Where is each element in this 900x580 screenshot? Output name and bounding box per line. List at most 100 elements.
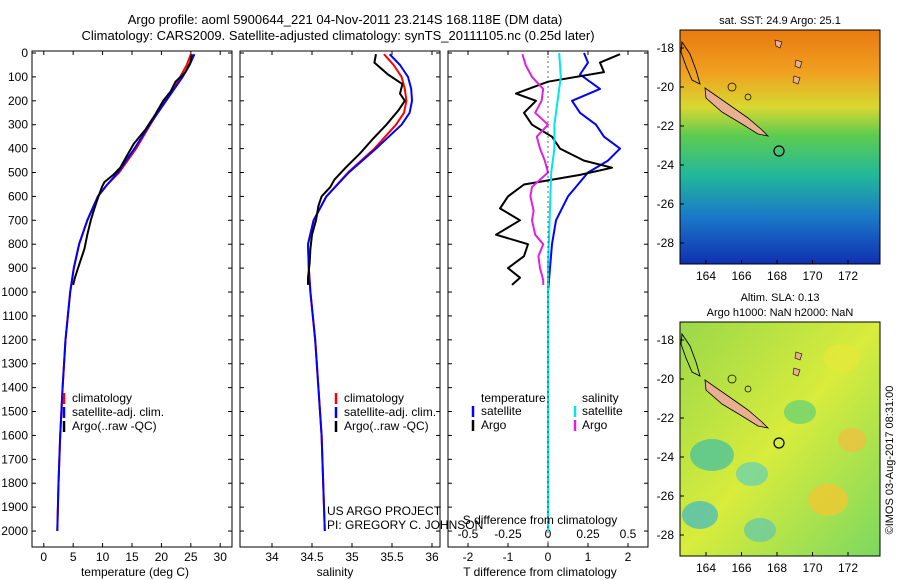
legend-label-argo: Argo(..raw -QC)	[344, 419, 429, 433]
loyalty-island	[744, 93, 752, 101]
sla-anomaly-blob	[808, 484, 848, 516]
depth-tick-label: 300	[8, 118, 28, 132]
depth-tick-label: 1900	[1, 500, 28, 514]
series-line-climatology	[56, 53, 192, 532]
depth-tick-labels: 0 100 200 300 400 500 600 700 800 900 1000 1100 1200…	[1, 46, 648, 538]
island-small	[794, 59, 803, 69]
argo-float-location-marker	[773, 145, 785, 157]
salinity-x-tick-label: 35.5	[380, 550, 404, 564]
map-lat-tick-label: -18	[657, 333, 675, 347]
difference-legend: temperature salinity satellite Argo sate…	[471, 391, 623, 432]
depth-tick-label: 2000	[1, 524, 28, 538]
salinity-series	[307, 53, 413, 532]
map-lon-tick-label: 168	[767, 561, 787, 575]
depth-tick-label: 1000	[1, 285, 28, 299]
map-lat-tick-label: -22	[657, 119, 675, 133]
depth-tick-label: 500	[8, 166, 28, 180]
sst-map-title: sat. SST: 24.9 Argo: 25.1	[719, 15, 841, 27]
depth-tick-label: 200	[8, 94, 28, 108]
loyalty-island	[744, 385, 752, 393]
map-lat-tick-label: -26	[657, 197, 675, 211]
map-lat-tick-label: -28	[657, 236, 675, 250]
map-lon-tick-label: 170	[802, 269, 822, 283]
map-lat-tick-label: -26	[657, 489, 675, 503]
legend-label-satellite: satellite-adj. clim.	[72, 405, 164, 419]
salinity-x-ticks: 34 34.5 35 35.5 36	[265, 51, 439, 564]
series-line-argo-raw-qc	[307, 54, 406, 285]
s-difference-x-tick-label: 0	[545, 527, 552, 541]
salinity-legend: climatology satellite-adj. clim. Argo(..…	[327, 391, 483, 532]
depth-tick-label: 1500	[1, 405, 28, 419]
sla-map-blobs	[680, 332, 866, 542]
loyalty-island	[727, 374, 737, 384]
depth-tick-label: 1600	[1, 428, 28, 442]
salinity-x-tick-label: 36	[425, 550, 439, 564]
salinity-xlabel: salinity	[317, 565, 354, 579]
map-lon-tick-label: 164	[696, 561, 716, 575]
map-lat-tick-label: -24	[657, 158, 675, 172]
sla-anomaly-blob	[690, 439, 734, 471]
legend-title-salinity: salinity	[582, 391, 619, 405]
sla-map-title: Altim. SLA: 0.13	[741, 292, 820, 304]
header-line1: Argo profile: aoml 5900644_221 04-Nov-20…	[128, 12, 563, 27]
legend-label-satellite: satellite-adj. clim.	[344, 405, 436, 419]
t-difference-x-tick-label: -1	[503, 550, 514, 564]
map-lon-tick-label: 172	[838, 561, 858, 575]
series-line-temperature-satellite	[547, 52, 621, 531]
temperature-x-tick-label: 0	[40, 550, 47, 564]
temperature-legend: climatology satellite-adj. clim. Argo(..…	[62, 391, 164, 433]
map-lat-tick-label: -22	[657, 411, 675, 425]
map-lon-tick-label: 166	[731, 561, 751, 575]
argo-float-location-marker	[773, 437, 785, 449]
island-small	[792, 367, 801, 377]
legend-label-climatology: climatology	[344, 391, 404, 405]
reef-outline	[680, 40, 701, 85]
sla-anomaly-blob	[744, 518, 776, 542]
salinity-panel-frame	[239, 50, 441, 548]
s-difference-x-tick-label: -0.25	[494, 527, 522, 541]
temperature-x-tick-label: 10	[96, 550, 110, 564]
sst-map-frame	[679, 29, 881, 265]
series-line-satellite-adj-clim	[56, 53, 196, 532]
salinity-x-tick-label: 35	[345, 550, 359, 564]
temperature-panel-frame	[31, 50, 233, 548]
sla-map: Altim. SLA: 0.13 Argo h1000: NaN h2000: …	[657, 292, 881, 575]
sla-anomaly-blob	[824, 344, 860, 372]
credit-pi: PI: GREGORY C. JOHNSON	[327, 518, 483, 532]
temperature-x-tick-label: 25	[184, 550, 198, 564]
t-difference-x-tick-label: -2	[463, 550, 474, 564]
sst-map-ticks: -18 -20 -22 -24 -26 -28 164 166 168 170 172	[657, 41, 859, 283]
depth-tick-label: 400	[8, 142, 28, 156]
depth-tick-label: 1400	[1, 381, 28, 395]
legend-label-temp-satellite: satellite	[481, 404, 522, 418]
map-lon-tick-label: 168	[767, 269, 787, 283]
sla-anomaly-blob	[784, 400, 816, 424]
sla-anomaly-blob	[736, 462, 768, 486]
depth-tick-label: 600	[8, 189, 28, 203]
temperature-xlabel: temperature (deg C)	[81, 565, 189, 579]
series-line-satellite-adj-clim	[307, 53, 413, 532]
map-lon-tick-label: 164	[696, 269, 716, 283]
credit-project: US ARGO PROJECT	[327, 504, 442, 518]
legend-label-sal-argo: Argo	[582, 418, 608, 432]
map-lon-tick-label: 170	[802, 561, 822, 575]
temperature-series	[56, 53, 196, 532]
map-lat-tick-label: -28	[657, 528, 675, 542]
depth-tick-label: 0	[21, 46, 28, 60]
legend-label-climatology: climatology	[72, 391, 132, 405]
loyalty-island	[727, 82, 737, 92]
island-small	[794, 351, 803, 361]
depth-tick-label: 800	[8, 237, 28, 251]
legend-label-argo: Argo(..raw -QC)	[72, 419, 157, 433]
sla-map-ticks: -18 -20 -22 -24 -26 -28 164 166 168 170 172	[657, 333, 859, 575]
temperature-x-tick-label: 20	[155, 550, 169, 564]
temperature-x-tick-label: 15	[125, 550, 139, 564]
legend-title-temperature: temperature	[481, 391, 546, 405]
new-caledonia-island	[704, 379, 770, 429]
temperature-x-tick-label: 5	[70, 550, 77, 564]
sst-map-features	[680, 39, 803, 157]
difference-series	[495, 52, 621, 531]
temperature-x-tick-label: 30	[214, 550, 228, 564]
t-difference-x-tick-label: 0	[545, 550, 552, 564]
